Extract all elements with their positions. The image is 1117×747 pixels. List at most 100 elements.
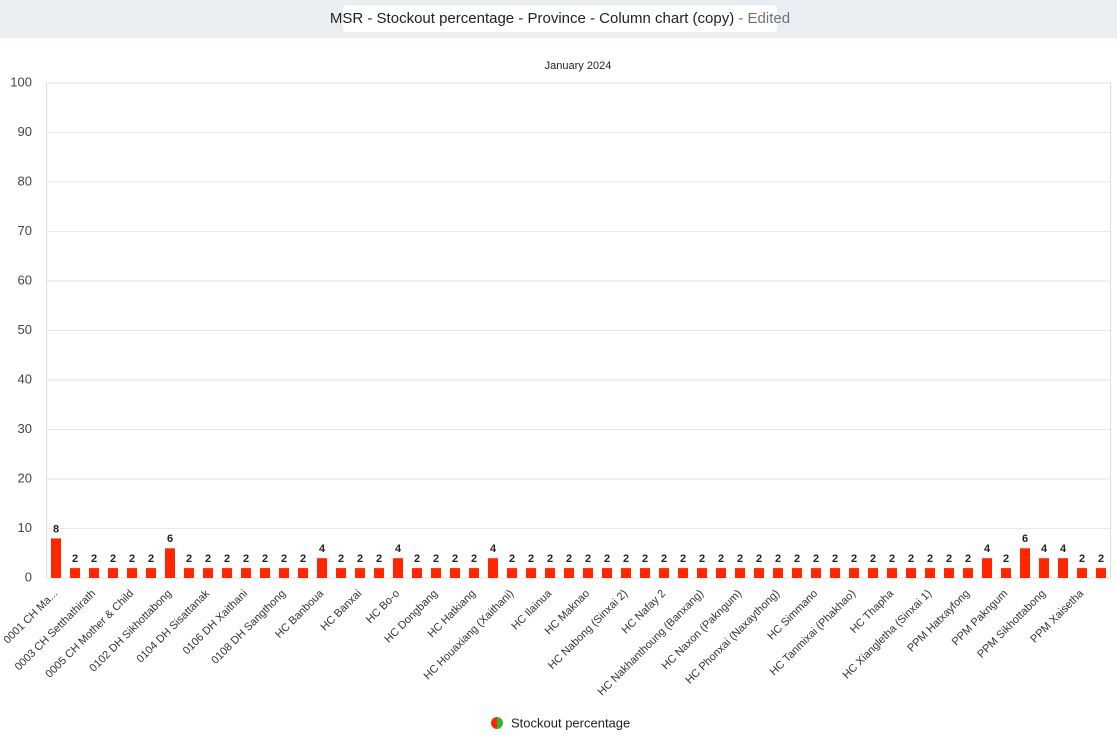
legend-icon-right — [497, 717, 503, 729]
value-label: 2 — [414, 553, 420, 565]
bar — [279, 568, 289, 578]
value-label: 2 — [908, 553, 914, 565]
bar — [811, 568, 821, 578]
value-label: 2 — [129, 553, 135, 565]
y-tick-label: 80 — [18, 173, 32, 188]
subtitle: January 2024 — [545, 60, 612, 72]
bar — [564, 568, 574, 578]
value-label: 6 — [167, 533, 173, 545]
bar — [355, 568, 365, 578]
value-label: 4 — [319, 543, 326, 555]
value-label: 2 — [585, 553, 591, 565]
value-label: 2 — [604, 553, 610, 565]
bar — [1020, 548, 1030, 578]
value-label: 2 — [566, 553, 572, 565]
value-label: 2 — [756, 553, 762, 565]
bar — [925, 568, 935, 578]
bar — [792, 568, 802, 578]
x-tick-label: HC Nabong (Sinxai 2) — [546, 588, 630, 672]
value-label: 2 — [338, 553, 344, 565]
value-label: 2 — [737, 553, 743, 565]
value-label: 2 — [357, 553, 363, 565]
bar — [393, 558, 403, 578]
bar — [754, 568, 764, 578]
value-label: 2 — [376, 553, 382, 565]
value-label: 2 — [1003, 553, 1009, 565]
value-label: 2 — [509, 553, 515, 565]
value-label: 2 — [186, 553, 192, 565]
bar — [583, 568, 593, 578]
value-label: 4 — [1060, 543, 1067, 555]
value-label: 2 — [224, 553, 230, 565]
bar — [108, 568, 118, 578]
y-tick-label: 30 — [18, 421, 32, 436]
value-label: 2 — [642, 553, 648, 565]
bar — [298, 568, 308, 578]
value-label: 2 — [794, 553, 800, 565]
value-label: 2 — [148, 553, 154, 565]
bar — [697, 568, 707, 578]
chart-title: MSR - Stockout percentage - Province - C… — [330, 10, 790, 27]
title: MSR - Stockout percentage - Province - C… — [330, 10, 734, 27]
bar — [602, 568, 612, 578]
value-label: 2 — [832, 553, 838, 565]
value-label: 2 — [528, 553, 534, 565]
bar — [906, 568, 916, 578]
value-label: 4 — [984, 543, 991, 555]
bar — [1096, 568, 1106, 578]
bar — [944, 568, 954, 578]
bar — [640, 568, 650, 578]
bar — [1039, 558, 1049, 578]
bar — [412, 568, 422, 578]
value-label: 2 — [775, 553, 781, 565]
bar — [431, 568, 441, 578]
bar — [469, 568, 479, 578]
bar — [260, 568, 270, 578]
x-tick-label: 0106 DH Xaithani — [181, 588, 250, 657]
value-label: 2 — [927, 553, 933, 565]
bar — [203, 568, 213, 578]
value-label: 2 — [946, 553, 952, 565]
value-label: 2 — [813, 553, 819, 565]
bar — [241, 568, 251, 578]
bar — [89, 568, 99, 578]
bar — [336, 568, 346, 578]
value-label: 4 — [490, 543, 497, 555]
bar — [127, 568, 137, 578]
y-tick-label: 40 — [18, 371, 32, 386]
value-label: 2 — [91, 553, 97, 565]
value-label: 2 — [661, 553, 667, 565]
bar — [849, 568, 859, 578]
y-tick-label: 60 — [18, 272, 32, 287]
value-label: 2 — [262, 553, 268, 565]
bar — [1001, 568, 1011, 578]
value-label: 2 — [471, 553, 477, 565]
value-label: 2 — [718, 553, 724, 565]
bar — [716, 568, 726, 578]
value-label: 2 — [300, 553, 306, 565]
value-label: 2 — [851, 553, 857, 565]
bar — [317, 558, 327, 578]
x-tick-label: HC Bo-o — [364, 588, 402, 626]
bar — [146, 568, 156, 578]
legend-label: Stockout percentage — [511, 715, 630, 730]
value-label: 2 — [870, 553, 876, 565]
bar — [621, 568, 631, 578]
bar — [526, 568, 536, 578]
y-tick-label: 50 — [18, 322, 32, 337]
bar — [507, 568, 517, 578]
value-label: 4 — [395, 543, 402, 555]
title-pill[interactable] — [343, 5, 777, 32]
legend-icon-left — [491, 717, 497, 729]
value-label: 2 — [452, 553, 458, 565]
bar — [830, 568, 840, 578]
bar — [51, 538, 61, 578]
value-label: 2 — [72, 553, 78, 565]
value-label: 2 — [965, 553, 971, 565]
value-label: 2 — [281, 553, 287, 565]
bar — [545, 568, 555, 578]
y-tick-label: 70 — [18, 223, 32, 238]
y-tick-label: 90 — [18, 124, 32, 139]
bar — [374, 568, 384, 578]
x-tick-label: HC Banxai — [319, 588, 365, 634]
